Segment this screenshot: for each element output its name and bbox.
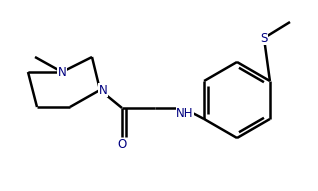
Text: S: S bbox=[260, 32, 268, 45]
Text: N: N bbox=[99, 83, 107, 96]
Text: O: O bbox=[117, 138, 127, 151]
Text: NH: NH bbox=[176, 107, 194, 120]
Text: N: N bbox=[58, 66, 66, 79]
